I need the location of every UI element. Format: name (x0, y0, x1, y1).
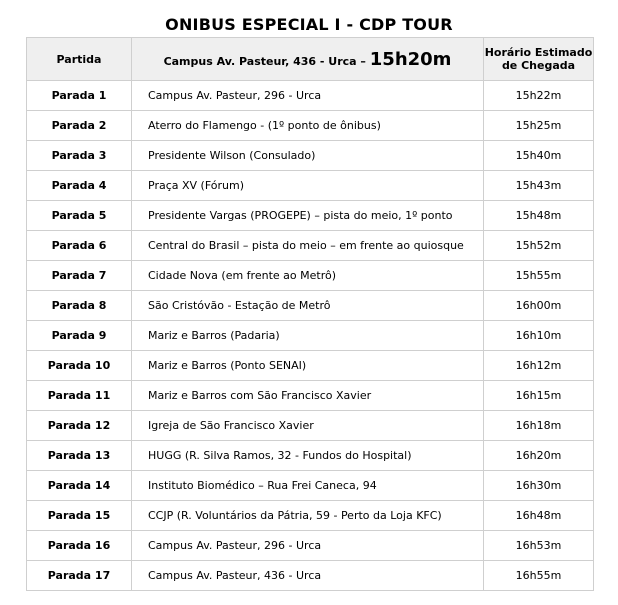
page-title: ONIBUS ESPECIAL I - CDP TOUR (165, 15, 453, 34)
header-departure-location: Campus Av. Pasteur, 436 - Urca – 15h20m (131, 37, 484, 81)
arrival-time: 16h00m (483, 290, 594, 321)
stop-name: Parada 15 (26, 500, 132, 531)
table-row: Parada 12 Igreja de São Francisco Xavier 1… (26, 410, 594, 441)
stop-name: Parada 4 (26, 170, 132, 201)
departure-location: Campus Av. Pasteur, 436 - Urca – (163, 54, 370, 68)
stop-name: Parada 1 (26, 80, 132, 111)
stop-name: Parada 13 (26, 440, 132, 471)
arrival-time: 15h43m (483, 170, 594, 201)
arrival-time: 15h52m (483, 230, 594, 261)
stop-location: Campus Av. Pasteur, 436 - Urca (131, 560, 484, 591)
stop-location: Presidente Wilson (Consulado) (131, 140, 484, 171)
arrival-time: 16h15m (483, 380, 594, 411)
arrival-time: 16h53m (483, 530, 594, 561)
table-row: Parada 4 Praça XV (Fórum) 15h43m (26, 170, 594, 201)
arrival-time: 15h22m (483, 80, 594, 111)
arrival-time: 16h10m (483, 320, 594, 351)
stop-name: Parada 7 (26, 260, 132, 291)
stop-location: CCJP (R. Voluntários da Pátria, 59 - Per… (131, 500, 484, 531)
table-row: Parada 2 Aterro do Flamengo - (1º ponto d… (26, 110, 594, 141)
stop-name: Parada 10 (26, 350, 132, 381)
stop-location: Instituto Biomédico – Rua Frei Caneca, 9… (131, 470, 484, 501)
header-departure: Partida (26, 37, 132, 81)
table-row: Parada 10 Mariz e Barros (Ponto SENAI) 16h… (26, 350, 594, 381)
header-arrival-line1: Horário Estimado (484, 46, 593, 59)
stop-location: Campus Av. Pasteur, 296 - Urca (131, 530, 484, 561)
stop-location: Mariz e Barros (Ponto SENAI) (131, 350, 484, 381)
stop-name: Parada 16 (26, 530, 132, 561)
stop-name: Parada 5 (26, 200, 132, 231)
table-row: Parada 9 Mariz e Barros (Padaria) 16h10m (26, 320, 594, 351)
stop-name: Parada 11 (26, 380, 132, 411)
stop-location: HUGG (R. Silva Ramos, 32 - Fundos do Hos… (131, 440, 484, 471)
stop-name: Parada 3 (26, 140, 132, 171)
table-row: Parada 6 Central do Brasil – pista do mei… (26, 230, 594, 261)
stop-location: Campus Av. Pasteur, 296 - Urca (131, 80, 484, 111)
table-row: Parada 7 Cidade Nova (em frente ao Metrô)… (26, 260, 594, 291)
table-row: Parada 3 Presidente Wilson (Consulado) 15h… (26, 140, 594, 171)
table-row: Parada 8 São Cristóvão - Estação de Metrô… (26, 290, 594, 321)
stop-name: Parada 6 (26, 230, 132, 261)
table-row: Parada 5 Presidente Vargas (PROGEPE) – pi… (26, 200, 594, 231)
arrival-time: 16h55m (483, 560, 594, 591)
table-row: Parada 14 Instituto Biomédico – Rua Frei … (26, 470, 594, 501)
stop-location: Praça XV (Fórum) (131, 170, 484, 201)
arrival-time: 15h40m (483, 140, 594, 171)
header-arrival-time: Horário Estimado de Chegada (483, 37, 594, 81)
header-arrival-line2: de Chegada (501, 59, 576, 72)
schedule-table: Partida Campus Av. Pasteur, 436 - Urca –… (26, 37, 594, 591)
stop-name: Parada 8 (26, 290, 132, 321)
arrival-time: 16h48m (483, 500, 594, 531)
table-row: Parada 16 Campus Av. Pasteur, 296 - Urca 1… (26, 530, 594, 561)
table-row: Parada 1 Campus Av. Pasteur, 296 - Urca 15… (26, 80, 594, 111)
stop-location: Aterro do Flamengo - (1º ponto de ônibus… (131, 110, 484, 141)
table-row: Parada 11 Mariz e Barros com São Francisc… (26, 380, 594, 411)
table-row: Parada 17 Campus Av. Pasteur, 436 - Urca 1… (26, 560, 594, 591)
arrival-time: 16h18m (483, 410, 594, 441)
arrival-time: 15h25m (483, 110, 594, 141)
stop-location: Cidade Nova (em frente ao Metrô) (131, 260, 484, 291)
stop-location: Mariz e Barros (Padaria) (131, 320, 484, 351)
stop-location: Presidente Vargas (PROGEPE) – pista do m… (131, 200, 484, 231)
arrival-time: 16h30m (483, 470, 594, 501)
departure-time: 15h20m (369, 48, 452, 70)
arrival-time: 15h55m (483, 260, 594, 291)
stop-name: Parada 9 (26, 320, 132, 351)
stop-name: Parada 14 (26, 470, 132, 501)
arrival-time: 16h12m (483, 350, 594, 381)
arrival-time: 15h48m (483, 200, 594, 231)
stop-name: Parada 17 (26, 560, 132, 591)
stop-location: São Cristóvão - Estação de Metrô (131, 290, 484, 321)
stop-location: Mariz e Barros com São Francisco Xavier (131, 380, 484, 411)
table-header-row: Partida Campus Av. Pasteur, 436 - Urca –… (26, 37, 594, 81)
stop-location: Igreja de São Francisco Xavier (131, 410, 484, 441)
table-row: Parada 13 HUGG (R. Silva Ramos, 32 - Fund… (26, 440, 594, 471)
stop-location: Central do Brasil – pista do meio – em f… (131, 230, 484, 261)
arrival-time: 16h20m (483, 440, 594, 471)
stop-name: Parada 2 (26, 110, 132, 141)
table-row: Parada 15 CCJP (R. Voluntários da Pátria,… (26, 500, 594, 531)
stop-name: Parada 12 (26, 410, 132, 441)
